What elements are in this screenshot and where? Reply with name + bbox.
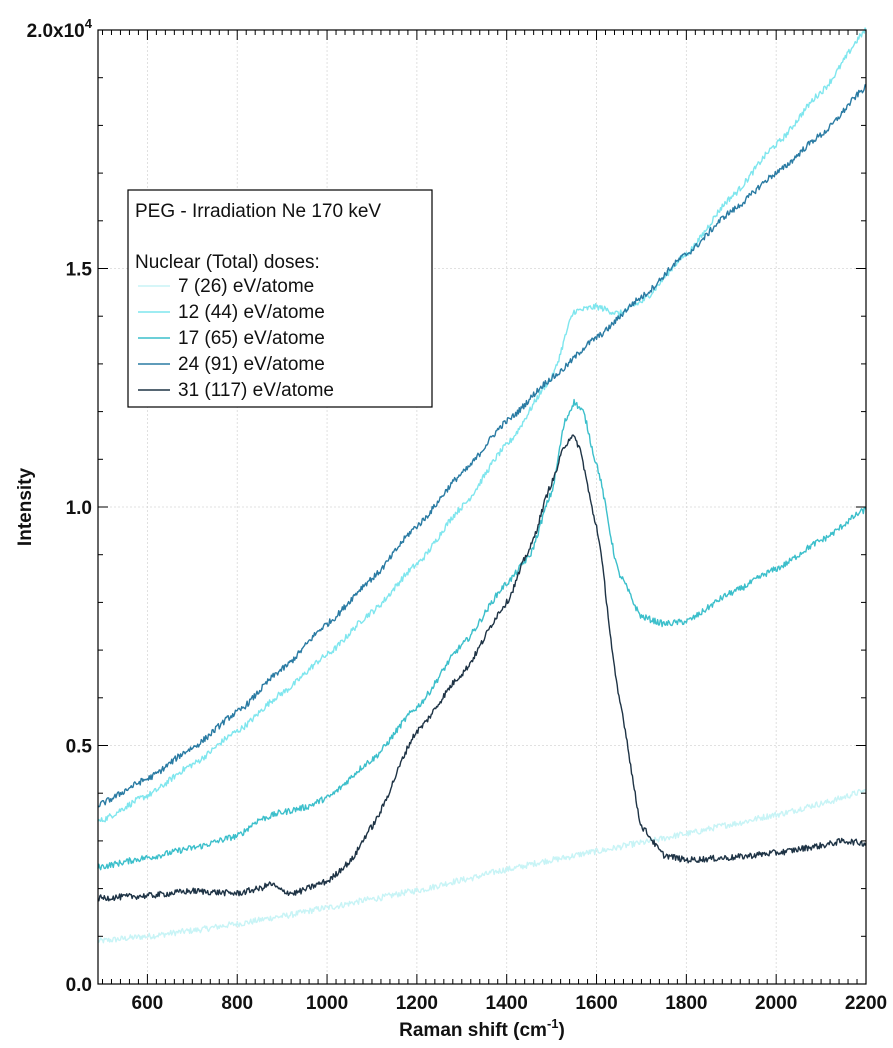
legend-item-label: 24 (91) eV/atome xyxy=(178,354,325,375)
x-tick-label: 1000 xyxy=(306,993,348,1014)
x-tick-label: 1600 xyxy=(575,993,617,1014)
legend-title: PEG - Irradiation Ne 170 keV xyxy=(135,201,381,222)
tick-labels: 600 800 1000 1200 1400 1600 1800 2000 2200 0.0 0.5… xyxy=(27,16,888,1014)
y-axis-title: Intensity xyxy=(15,468,36,547)
x-tick-label: 2000 xyxy=(755,993,797,1014)
x-tick-label: 800 xyxy=(221,993,253,1014)
series-line-1 xyxy=(97,788,867,944)
legend-item-label: 17 (65) eV/atome xyxy=(178,328,325,349)
y-tick-label: 2.0x104 xyxy=(27,16,93,42)
y-tick-label: 0.5 xyxy=(66,737,93,758)
series-lines xyxy=(97,27,867,944)
y-tick-label: 1.0 xyxy=(66,498,92,519)
legend-item-label: 7 (26) eV/atome xyxy=(178,276,314,297)
series-line-4 xyxy=(97,84,867,808)
series-line-5 xyxy=(97,434,867,902)
x-tick-label: 1800 xyxy=(665,993,707,1014)
x-tick-label: 1400 xyxy=(486,993,528,1014)
y-tick-label: 0.0 xyxy=(66,975,92,996)
legend-item-label: 12 (44) eV/atome xyxy=(178,302,325,323)
y-tick-label: 1.5 xyxy=(66,260,93,281)
series-line-2 xyxy=(97,27,867,823)
x-axis-title: Raman shift (cm-1) xyxy=(399,1016,565,1041)
x-tick-label: 600 xyxy=(132,993,164,1014)
x-tick-label: 1200 xyxy=(396,993,438,1014)
legend-item-label: 31 (117) eV/atome xyxy=(178,380,334,401)
grid xyxy=(98,30,866,984)
legend-items: 7 (26) eV/atome 12 (44) eV/atome 17 (65) e… xyxy=(138,276,334,401)
legend: PEG - Irradiation Ne 170 keV Nuclear (To… xyxy=(127,189,433,408)
legend-subtitle: Nuclear (Total) doses: xyxy=(135,252,320,273)
series-line-3 xyxy=(97,398,867,871)
x-tick-label: 2200 xyxy=(845,993,887,1014)
legend-box xyxy=(127,189,433,408)
ticks xyxy=(98,29,867,985)
